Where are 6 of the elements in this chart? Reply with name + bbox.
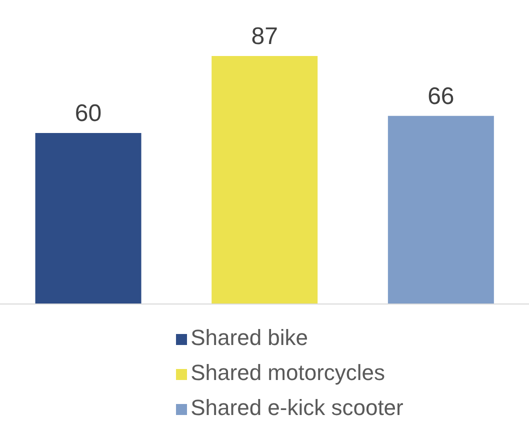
data-label: 66	[428, 82, 454, 110]
legend-label: Shared bike	[190, 325, 308, 350]
data-label: 60	[74, 100, 102, 127]
legend-label: Shared e-kick scooter	[190, 395, 404, 420]
legend-label: Shared motorcycles	[190, 360, 386, 385]
data-label: 87	[251, 23, 278, 50]
